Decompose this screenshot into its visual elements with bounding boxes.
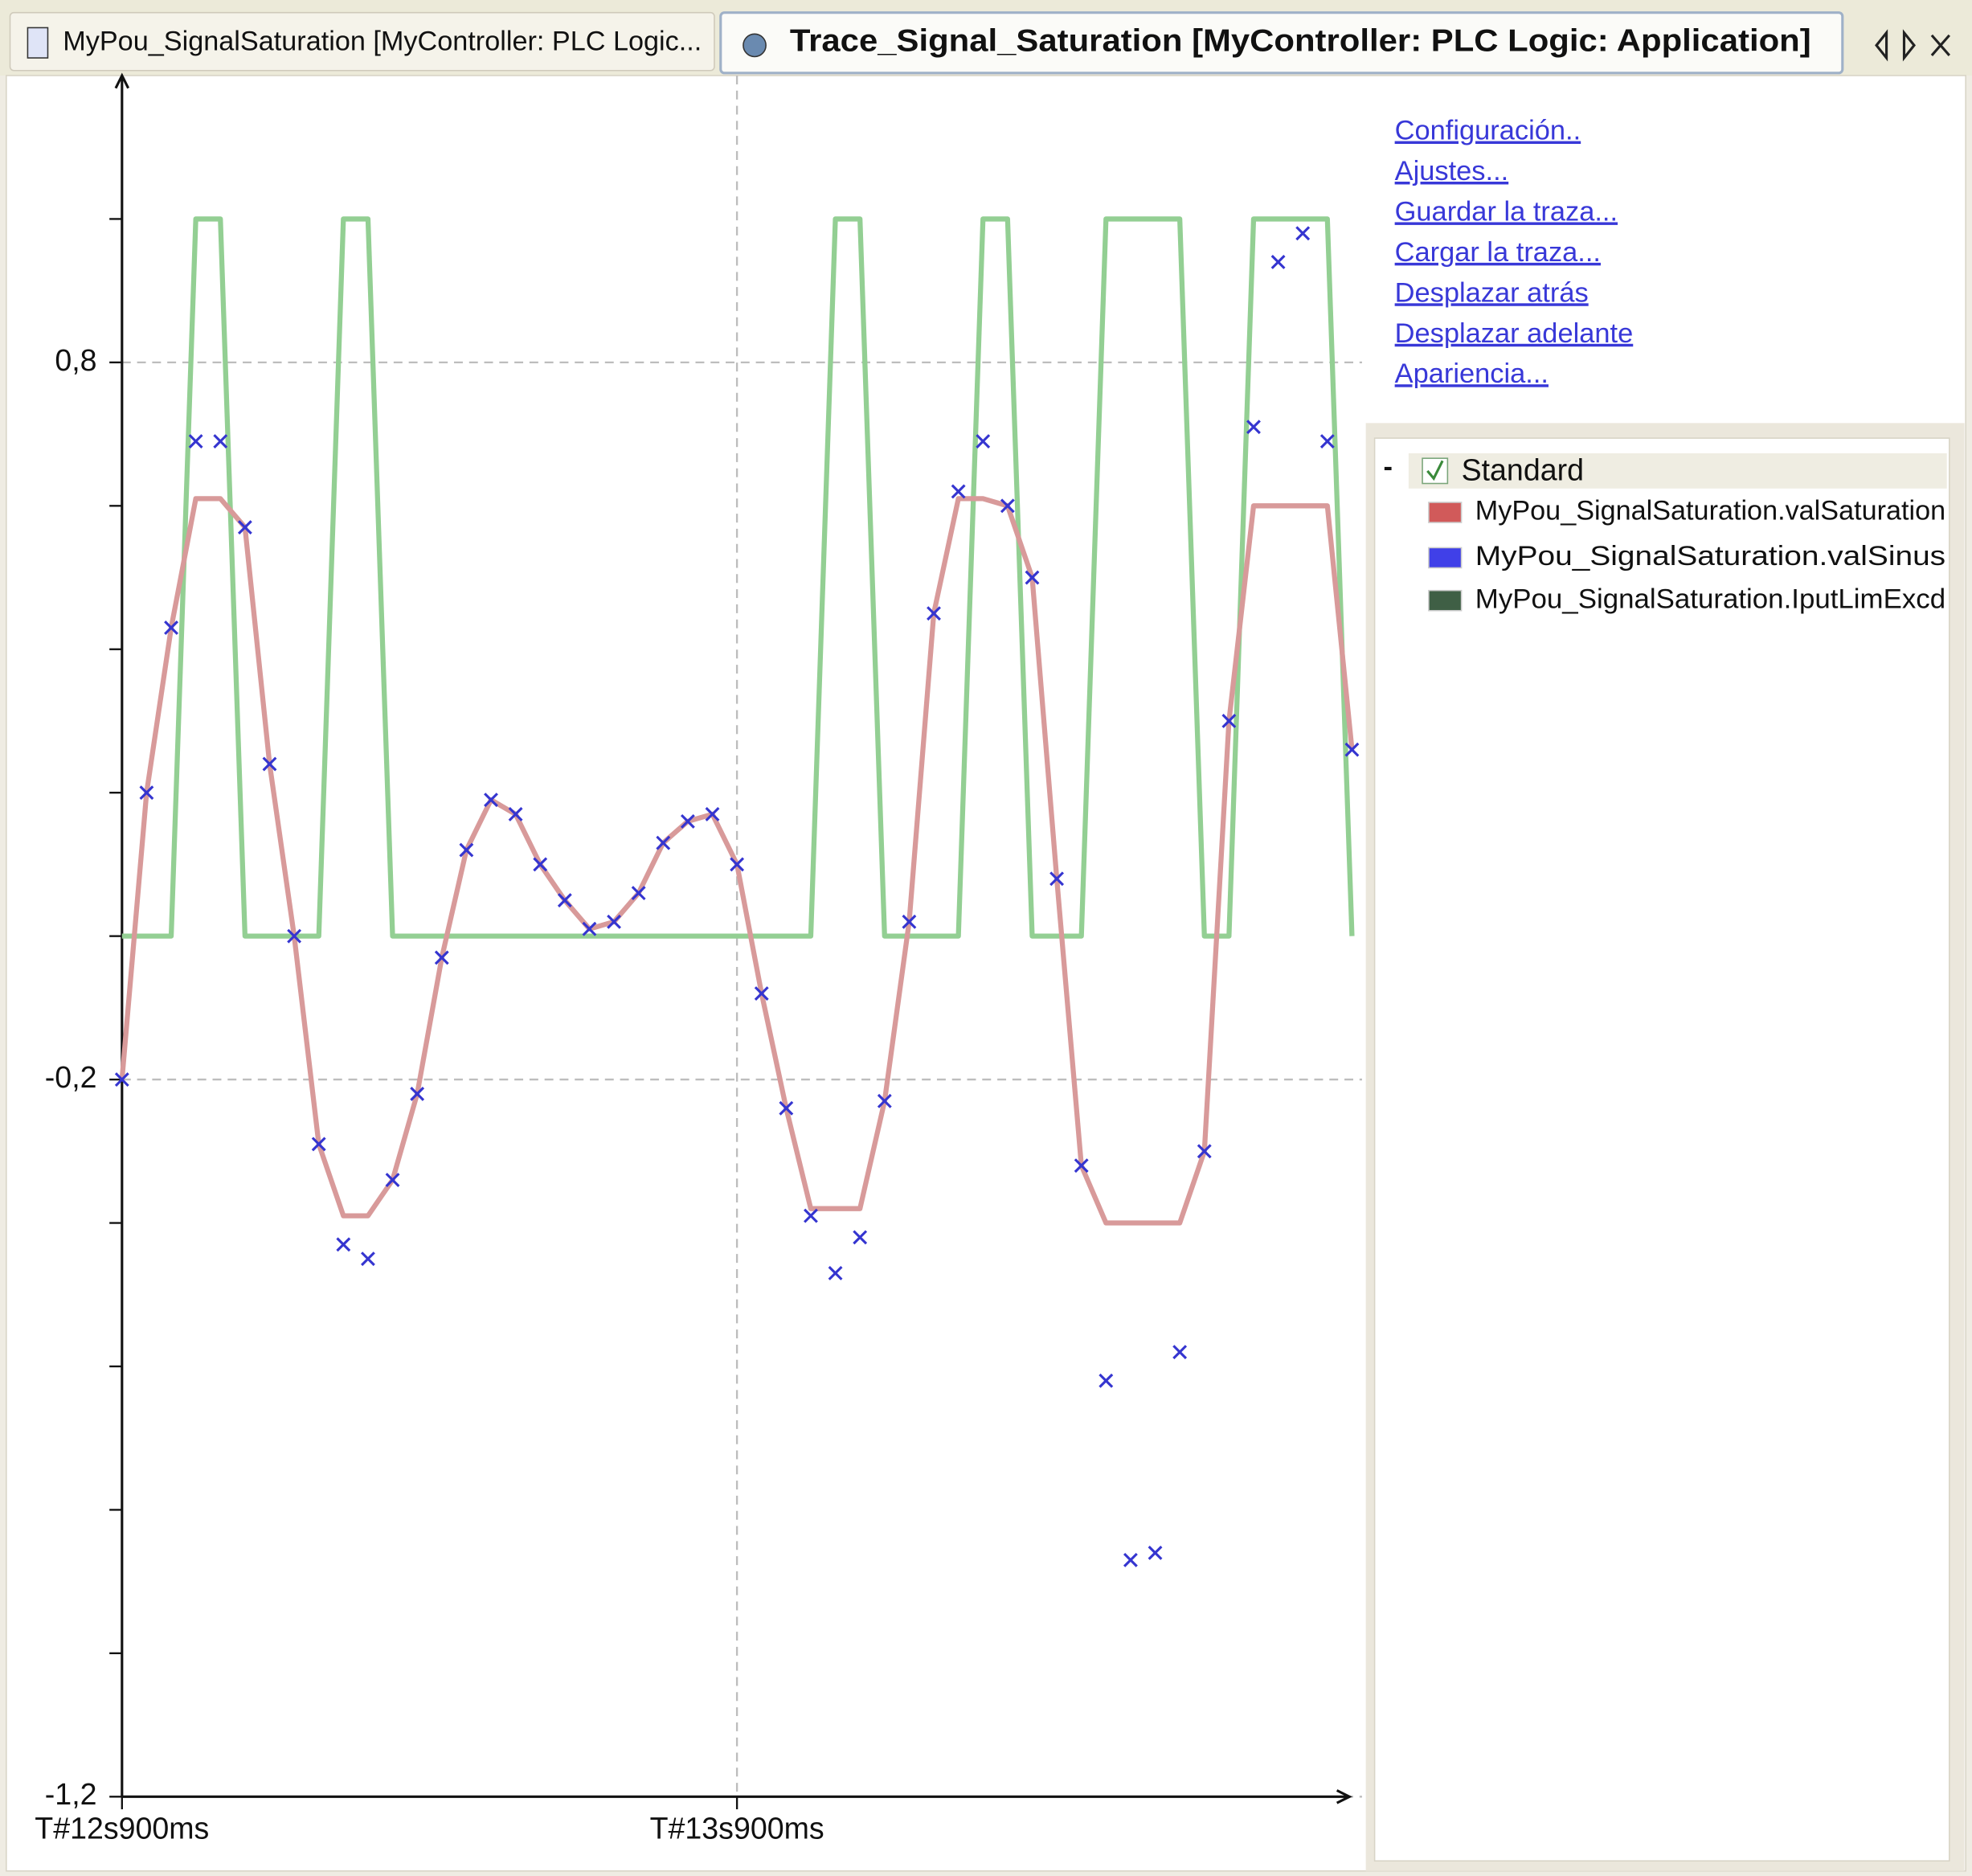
tree-toggle[interactable]: -	[1384, 452, 1393, 482]
data-point	[607, 914, 621, 929]
tab[interactable]	[9, 11, 715, 72]
data-point	[484, 793, 498, 808]
data-point	[730, 857, 745, 872]
legend-swatch	[1428, 502, 1463, 523]
tab-title[interactable]: MyPou_SignalSaturation [MyController: PL…	[63, 26, 702, 56]
tree-group[interactable]: Standard	[1462, 453, 1584, 486]
series-line	[121, 216, 1355, 939]
data-point	[1270, 255, 1286, 269]
legend-label[interactable]: MyPou_SignalSaturation.valSinus	[1475, 541, 1945, 571]
data-point	[927, 606, 941, 621]
tab-title[interactable]: Trace_Signal_Saturation [MyController: P…	[790, 24, 1811, 59]
y-tick-label: -1,2	[45, 1777, 97, 1811]
legend-swatch	[1428, 589, 1463, 612]
link[interactable]: Desplazar atrás	[1395, 277, 1589, 308]
data-point	[754, 986, 769, 1001]
y-tick-label: 0,8	[55, 343, 96, 377]
data-point	[656, 835, 671, 850]
data-point	[287, 928, 302, 944]
data-point	[164, 621, 178, 635]
tab-active[interactable]	[719, 11, 1844, 75]
data-point	[213, 434, 228, 449]
y-tick-label: -0,2	[45, 1060, 97, 1094]
data-point	[508, 807, 523, 821]
checkbox[interactable]	[1422, 457, 1449, 485]
data-point	[631, 886, 646, 901]
legend-label[interactable]: MyPou_SignalSaturation.valSaturation	[1475, 496, 1945, 526]
data-point	[1000, 498, 1015, 514]
data-point	[336, 1237, 351, 1252]
tab-icon	[743, 33, 767, 58]
data-point	[1319, 434, 1335, 449]
x-tick-label: T#12s900ms	[35, 1812, 209, 1845]
data-point	[828, 1266, 843, 1280]
data-point	[1049, 871, 1065, 887]
data-point	[410, 1086, 425, 1101]
data-point	[804, 1208, 818, 1223]
link[interactable]: Guardar la traza...	[1395, 196, 1618, 227]
data-point	[237, 520, 252, 535]
checkmark	[1426, 460, 1444, 481]
data-point	[311, 1137, 326, 1152]
data-point	[1148, 1546, 1163, 1560]
data-point	[1074, 1158, 1089, 1174]
data-point	[902, 914, 917, 929]
data-point	[1344, 742, 1360, 757]
data-point	[877, 1093, 892, 1108]
x-axis	[121, 1789, 1352, 1804]
data-point	[779, 1100, 794, 1116]
link[interactable]: Configuración..	[1395, 116, 1581, 146]
links: Configuración.. Ajustes... Guardar la traz…	[1395, 116, 1634, 390]
data-point	[1123, 1552, 1138, 1567]
data-point	[1025, 570, 1040, 585]
data-point	[533, 857, 548, 872]
data-point	[1221, 714, 1237, 728]
legend-swatch	[1428, 547, 1463, 569]
data-point	[139, 785, 154, 801]
data-point	[680, 813, 695, 829]
data-point	[361, 1251, 375, 1267]
data-point	[951, 484, 966, 499]
tab-icon	[27, 27, 49, 59]
tree-row[interactable]	[1408, 453, 1947, 489]
data-point	[1246, 420, 1261, 435]
data-point	[976, 434, 991, 449]
data-point	[1295, 226, 1311, 241]
data-point	[114, 1072, 129, 1088]
legend-label[interactable]: MyPou_SignalSaturation.IputLimExcd	[1475, 584, 1945, 614]
data-point	[1099, 1373, 1114, 1388]
x-tick-label: T#13s900ms	[650, 1812, 824, 1845]
data-point	[853, 1230, 868, 1245]
data-point	[705, 807, 720, 821]
data-point	[262, 756, 277, 772]
data-point	[557, 893, 572, 907]
link[interactable]: Cargar la traza...	[1395, 237, 1601, 268]
data-point	[434, 950, 449, 965]
data-point	[385, 1173, 400, 1187]
tab-close[interactable]	[1930, 34, 1951, 56]
link[interactable]: Ajustes...	[1395, 156, 1509, 186]
plot: 0,8 -0,2 -1,2T#12s900ms T#13s900ms	[35, 72, 1362, 1845]
data-point	[1172, 1345, 1188, 1360]
data-point	[188, 434, 203, 449]
link[interactable]: Apariencia...	[1395, 358, 1549, 389]
data-point	[1197, 1144, 1212, 1159]
data-point	[582, 921, 597, 936]
link[interactable]: Desplazar adelante	[1395, 318, 1634, 349]
data-point	[459, 842, 474, 858]
tab-nav[interactable]	[1875, 29, 1917, 62]
legend-box	[1373, 437, 1950, 1862]
